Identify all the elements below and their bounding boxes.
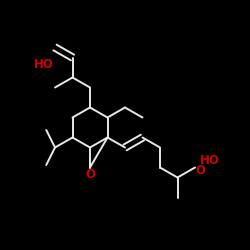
Text: O: O [195,164,205,177]
Text: O: O [85,168,95,180]
Text: HO: HO [34,58,54,71]
Text: HO: HO [200,154,220,166]
